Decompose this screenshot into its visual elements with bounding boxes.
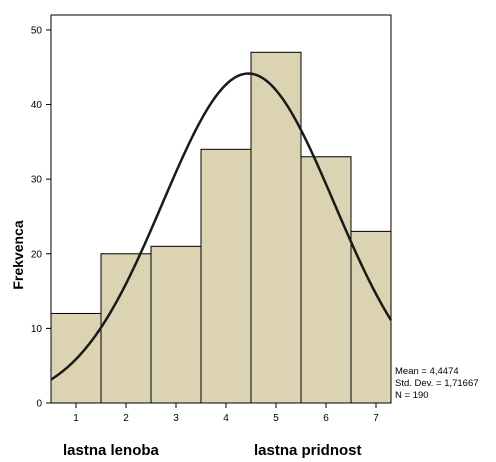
y-tick-label: 40 bbox=[31, 100, 43, 111]
summary-statistics: Mean = 4,4474 Std. Dev. = 1,71667 N = 19… bbox=[395, 366, 479, 402]
x-tick-label: 3 bbox=[173, 413, 179, 424]
normal-curve bbox=[50, 72, 393, 381]
x-axis-right-label: lastna pridnost bbox=[254, 442, 362, 459]
bar-3 bbox=[150, 245, 202, 404]
x-tick-label: 1 bbox=[73, 413, 79, 424]
x-axis-left-label: lastna lenoba bbox=[63, 442, 159, 459]
x-tick-label: 5 bbox=[273, 413, 279, 424]
bar-5 bbox=[250, 51, 302, 404]
x-tick-label: 4 bbox=[223, 413, 229, 424]
bar-2 bbox=[100, 253, 152, 404]
stat-mean: Mean = 4,4474 bbox=[395, 366, 459, 377]
stat-n: N = 190 bbox=[395, 390, 429, 401]
y-tick-label: 30 bbox=[31, 175, 43, 186]
x-tick-label: 6 bbox=[323, 413, 329, 424]
y-tick-label: 50 bbox=[31, 25, 43, 36]
stat-std-dev: Std. Dev. = 1,71667 bbox=[395, 378, 479, 389]
x-tick-label: 7 bbox=[373, 413, 379, 424]
y-tick-label: 0 bbox=[36, 399, 42, 410]
bar-4 bbox=[200, 148, 252, 404]
bar-6 bbox=[300, 156, 352, 404]
y-tick-label: 20 bbox=[31, 249, 43, 260]
bar-7 bbox=[350, 230, 392, 404]
y-axis-label: Frekvenca bbox=[10, 220, 26, 290]
x-tick-label: 2 bbox=[123, 413, 129, 424]
y-tick-label: 10 bbox=[31, 324, 43, 335]
